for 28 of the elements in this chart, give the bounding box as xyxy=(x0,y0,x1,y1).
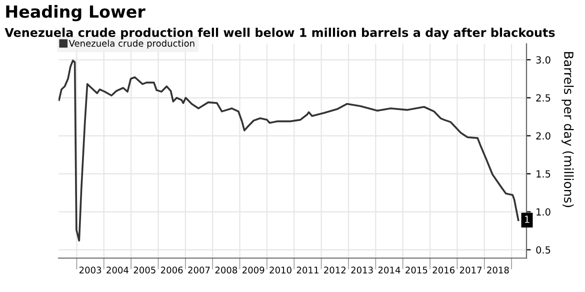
x-tick-label: 2011 xyxy=(296,266,318,274)
line-series xyxy=(58,60,520,242)
annotation: 1 xyxy=(524,216,530,223)
x-tick-label: 2008 xyxy=(215,266,238,274)
x-tick-label: 2009 xyxy=(242,266,264,274)
y-tick-label: 3.0 xyxy=(536,56,550,64)
y-tick-label: 1.5 xyxy=(536,170,550,178)
x-tick-label: 2007 xyxy=(188,266,210,274)
y-tick-label: 2.0 xyxy=(536,132,550,140)
x-tick-label: 2018 xyxy=(487,266,509,274)
y-axis-title: Barrels per day (millions) xyxy=(562,52,574,208)
x-tick-label: 2015 xyxy=(406,266,428,274)
y-tick-label: 2.5 xyxy=(536,94,550,102)
x-tick-label: 2016 xyxy=(432,266,455,274)
x-tick-label: 2010 xyxy=(270,266,292,274)
x-tick-label: 2004 xyxy=(106,266,128,274)
x-tick-label: 2014 xyxy=(378,266,400,274)
chart-title: Heading Lower xyxy=(6,5,146,22)
y-tick-label: 1.0 xyxy=(536,208,550,216)
x-tick-label: 2006 xyxy=(161,266,183,274)
chart-subtitle: Venezuela crude production fell well below 1 million barrels a day after blackouts xyxy=(4,28,555,40)
x-tick-label: 2012 xyxy=(324,266,346,274)
x-tick-label: 2013 xyxy=(351,266,373,274)
x-tick-label: 2017 xyxy=(460,266,482,274)
y-tick-label: 0.5 xyxy=(536,246,550,254)
x-tick-label: 2003 xyxy=(79,266,102,274)
legend-label: Venezuela crude production xyxy=(68,40,194,48)
x-tick-label: 2005 xyxy=(134,266,156,274)
